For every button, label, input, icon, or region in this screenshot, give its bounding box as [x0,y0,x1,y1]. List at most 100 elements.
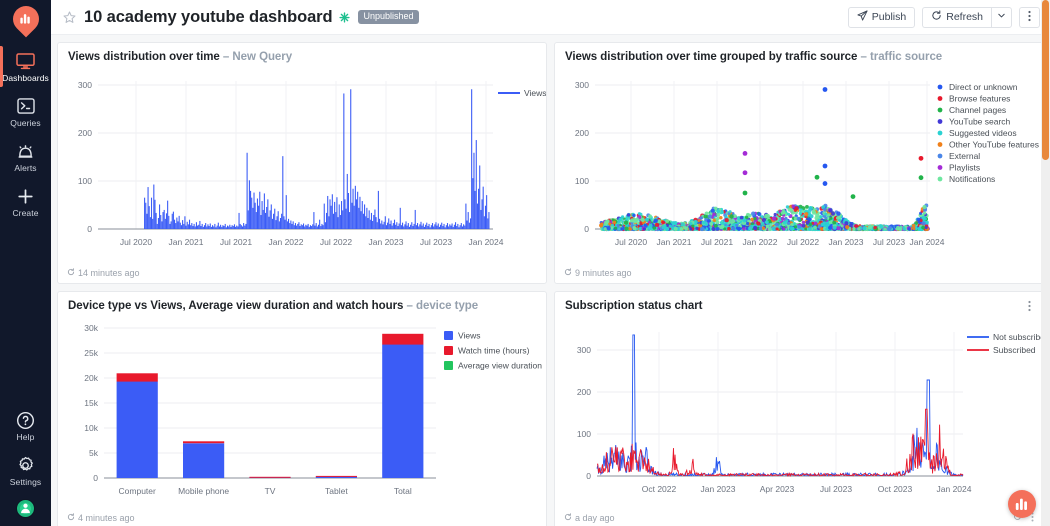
sidebar-item-settings[interactable]: Settings [0,448,51,493]
svg-text:Watch time (hours): Watch time (hours) [458,346,530,356]
svg-text:Jan 2022: Jan 2022 [743,237,778,247]
redash-fab-button[interactable] [1008,490,1036,518]
monitor-icon [16,51,35,71]
svg-text:Jul 2022: Jul 2022 [787,237,819,247]
svg-text:Computer: Computer [119,486,156,496]
svg-text:200: 200 [575,128,589,138]
widget-header: Device type vs Views, Average view durat… [58,292,546,314]
last-updated: 9 minutes ago [575,267,632,278]
redash-logo-icon [7,0,44,38]
svg-text:0: 0 [586,471,591,481]
star-icon[interactable] [63,11,76,24]
widget-chart-area[interactable]: 300 200 100 0 Jul 2020 Jan 2021 Jul 2021… [555,65,1043,264]
svg-text:200: 200 [577,387,591,397]
svg-text:Jan 2021: Jan 2021 [657,237,692,247]
svg-text:Subscribed: Subscribed [993,345,1036,355]
widget-title: Views distribution over time – New Query [68,51,292,63]
publish-button[interactable]: Publish [847,6,916,28]
svg-text:Average view duration: Average view duration [458,361,542,371]
svg-text:200: 200 [78,128,92,138]
refresh-dropdown-button[interactable] [991,6,1012,28]
refresh-icon [564,512,572,523]
device-type-bar-chart: 30k 25k 20k 15k 10k 5k 0 Computer Mobile … [84,323,542,496]
header-kebab-menu-button[interactable] [1019,6,1040,28]
svg-text:0: 0 [584,224,589,234]
app-logo[interactable] [7,0,44,38]
sidebar: Dashboards Queries Alerts Create [0,0,51,526]
views-over-time-chart: 300 200 100 0 Jul 2020 Jan 2021 Jul 2021… [78,80,546,247]
publish-label: Publish [871,11,907,23]
widget-kebab-menu-button[interactable] [1026,300,1033,312]
last-updated: a day ago [575,512,615,523]
svg-text:Total: Total [394,486,412,496]
widget-chart-area[interactable]: 300 200 100 0 Oct 2022 Jan 2023 Apr 2023… [555,314,1043,509]
svg-text:External: External [949,151,980,161]
widget-chart-area[interactable]: 30k 25k 20k 15k 10k 5k 0 Computer Mobile … [58,314,546,509]
svg-text:Jul 2022: Jul 2022 [320,237,352,247]
alarm-icon [16,141,35,161]
refresh-icon [931,10,942,24]
sidebar-item-label: Dashboards [2,73,49,83]
svg-text:25k: 25k [84,348,98,358]
gear-icon [16,455,35,475]
traffic-source-scatter-chart: 300 200 100 0 Jul 2020 Jan 2021 Jul 2021… [575,80,1039,247]
page-title: 10 academy youtube dashboard [84,7,333,26]
widget-subtitle: traffic source [869,51,943,63]
widget-subtitle-dash: – [406,300,417,312]
widget-subtitle: New Query [232,51,293,63]
widget-title: Device type vs Views, Average view durat… [68,300,478,312]
svg-text:Jul 2020: Jul 2020 [615,237,647,247]
widget-subtitle-dash: – [222,51,233,63]
refresh-split-button: Refresh [922,6,1012,28]
header-actions: Publish Refresh [847,6,1040,28]
refresh-icon [67,512,75,523]
svg-text:Mobile phone: Mobile phone [178,486,229,496]
vertical-scrollbar[interactable] [1041,0,1050,526]
widget-chart-area[interactable]: 300 200 100 0 Jul 2020 Jan 2021 Jul 2021… [58,65,546,264]
main-content: 10 academy youtube dashboard Unpublished [51,0,1050,526]
widget-footer: 4 minutes ago [58,509,546,526]
widget-header: Subscription status chart [555,292,1043,314]
widget-footer: a day ago [555,509,1043,526]
svg-text:10k: 10k [84,423,98,433]
svg-text:Suggested videos: Suggested videos [949,128,1017,138]
svg-text:Jan 2024: Jan 2024 [910,237,945,247]
sidebar-item-queries[interactable]: Queries [0,89,51,134]
refresh-label: Refresh [946,11,983,23]
svg-text:Not subscribed: Not subscribed [993,332,1043,342]
widget-title: Views distribution over time grouped by … [565,51,942,63]
svg-text:0: 0 [87,224,92,234]
widget-footer: 14 minutes ago [58,264,546,283]
svg-text:Jan 2023: Jan 2023 [701,484,736,494]
refresh-icon [564,267,572,278]
redash-logo-icon [1015,498,1027,510]
avatar[interactable] [16,499,35,518]
sidebar-item-help[interactable]: Help [0,403,51,448]
svg-text:Jul 2023: Jul 2023 [820,484,852,494]
svg-text:Browse features: Browse features [949,94,1010,104]
sidebar-nav: Dashboards Queries Alerts Create [0,44,51,224]
scrollbar-thumb[interactable] [1042,0,1049,160]
asterisk-icon [339,11,351,23]
sidebar-item-label: Settings [9,477,42,487]
svg-text:TV: TV [265,486,276,496]
sidebar-item-alerts[interactable]: Alerts [0,134,51,179]
svg-text:20k: 20k [84,373,98,383]
widget-footer: 9 minutes ago [555,264,1043,283]
svg-text:Jan 2021: Jan 2021 [169,237,204,247]
last-updated: 4 minutes ago [78,512,135,523]
svg-text:Oct 2023: Oct 2023 [878,484,913,494]
sidebar-item-label: Create [12,208,39,218]
svg-text:Views: Views [458,331,481,341]
widget-subtitle: device type [416,300,479,312]
svg-text:100: 100 [78,176,92,186]
sidebar-item-dashboards[interactable]: Dashboards [0,44,51,89]
widgets-grid: Views distribution over time – New Query [51,35,1050,526]
last-updated: 14 minutes ago [78,267,140,278]
sidebar-item-label: Alerts [14,163,37,173]
svg-text:300: 300 [575,80,589,90]
refresh-button[interactable]: Refresh [922,6,991,28]
sidebar-item-create[interactable]: Create [0,179,51,224]
svg-text:100: 100 [577,429,591,439]
svg-text:Other YouTube features: Other YouTube features [949,140,1039,150]
